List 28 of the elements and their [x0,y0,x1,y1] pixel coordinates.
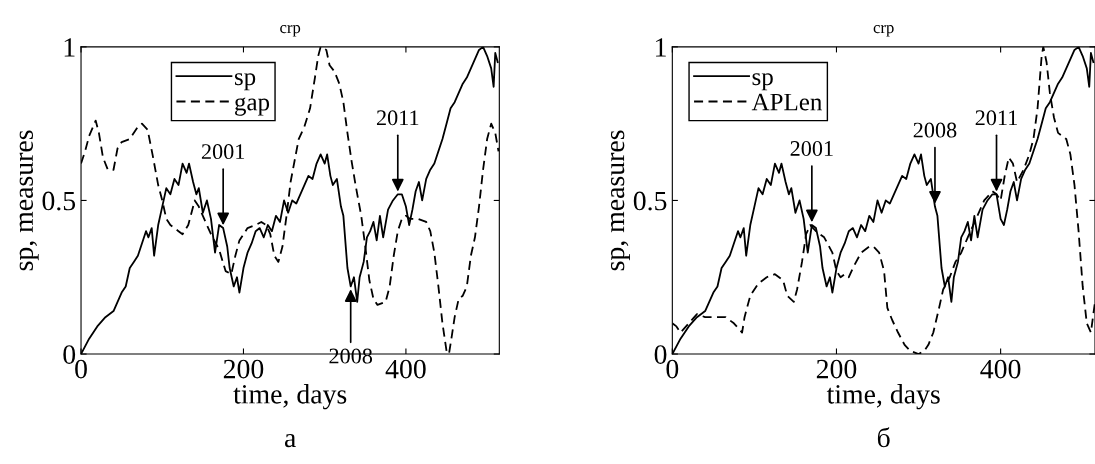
annotation: 2001 [790,141,833,156]
y-tick-label: 0.5 [42,191,76,211]
text: б [877,427,890,448]
annotation: 2011 [975,110,1017,126]
annotation: 2008 [329,348,373,364]
y-tick-label: 1 [64,38,75,57]
legend-label: sp [234,73,256,91]
y-tick-label: 0 [63,345,76,364]
x-tick-label: 200 [223,359,264,379]
y-axis-title: sp, measures [19,130,39,271]
y-tick-label: 1 [656,38,666,57]
x-tick-label: 400 [980,359,1021,379]
y-axis-title: sp, measures [610,130,630,271]
x-tick-label: 200 [816,359,857,379]
annotation: 2008 [913,122,957,138]
annotation: 2001 [201,144,245,160]
legend-label: gap [235,97,270,116]
annotation: 2011 [376,110,419,126]
legend-label: APLen [751,93,822,111]
chart-title: crp [280,25,301,37]
x-tick-label: 400 [385,359,426,379]
x-axis-title: time, days [826,384,940,410]
x-axis-title: time, days [233,384,347,410]
text: а [284,433,296,448]
y-tick-label: 0 [654,345,667,364]
y-tick-label: 0.5 [633,191,667,211]
chart-title: crp [873,25,894,37]
legend-label: sp [752,73,773,91]
